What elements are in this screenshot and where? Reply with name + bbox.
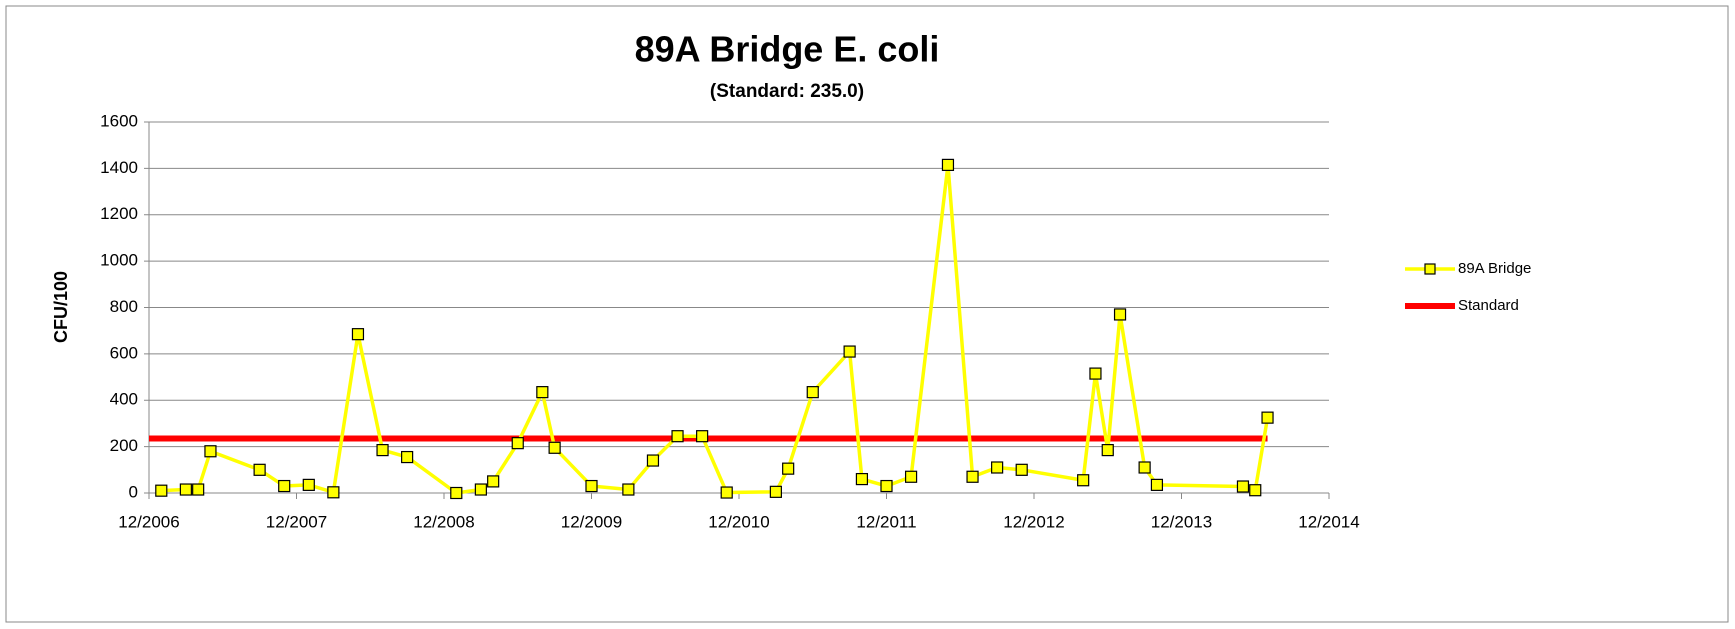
data-point — [671, 430, 684, 443]
data-point — [904, 470, 918, 483]
data-point — [991, 461, 1004, 474]
x-tick-label: 12/2014 — [1298, 512, 1359, 531]
data-point — [179, 483, 192, 496]
data-point — [376, 444, 389, 457]
chart-border — [5, 5, 1729, 623]
y-tick-label: 800 — [110, 297, 138, 316]
data-point — [1150, 478, 1164, 491]
x-tick-label: 12/2007 — [266, 512, 327, 531]
legend-text: 89A Bridge — [1458, 260, 1531, 277]
y-tick-label: 400 — [110, 390, 138, 409]
data-point — [1089, 367, 1102, 380]
data-point — [511, 437, 524, 450]
data-point — [474, 483, 487, 496]
data-point — [253, 463, 266, 476]
data-point — [450, 486, 463, 500]
data-point — [1113, 308, 1127, 321]
y-tick-label: 1600 — [100, 111, 138, 130]
data-point — [1015, 463, 1028, 476]
x-tick-label: 12/2013 — [1151, 512, 1212, 531]
data-point — [720, 486, 733, 499]
chart-subtitle: (Standard: 235.0) — [710, 81, 864, 102]
data-point — [1077, 474, 1090, 487]
data-point — [192, 483, 205, 496]
data-point — [487, 475, 500, 488]
legend-marker — [1424, 263, 1436, 275]
legend-text: Standard — [1458, 297, 1519, 314]
data-point — [401, 450, 414, 464]
data-point — [204, 445, 217, 458]
data-point — [646, 454, 660, 467]
data-point — [843, 345, 856, 358]
data-point — [1236, 480, 1250, 493]
x-tick-label: 12/2010 — [708, 512, 769, 531]
data-point — [1101, 444, 1114, 457]
data-point — [622, 483, 635, 496]
data-point — [696, 430, 709, 443]
data-point — [536, 386, 549, 399]
data-point — [155, 484, 168, 497]
data-point — [966, 470, 979, 483]
y-tick-label: 600 — [110, 343, 138, 362]
x-tick-label: 12/2012 — [1003, 512, 1064, 531]
x-tick-label: 12/2008 — [413, 512, 474, 531]
x-tick-label: 12/2006 — [118, 512, 179, 531]
y-tick-label: 200 — [110, 436, 138, 455]
y-tick-label: 1400 — [100, 158, 138, 177]
data-point — [1261, 411, 1274, 424]
data-point — [941, 158, 955, 171]
y-axis-label: CFU/100 — [51, 271, 71, 343]
data-point — [327, 486, 340, 499]
x-tick-label: 12/2009 — [561, 512, 622, 531]
data-point — [302, 478, 315, 491]
chart-title: 89A Bridge E. coli — [635, 29, 940, 70]
data-point — [806, 386, 819, 399]
y-tick-label: 1000 — [100, 251, 138, 270]
x-tick-label: 12/2011 — [856, 512, 916, 531]
data-point — [1138, 461, 1151, 474]
data-point — [585, 479, 598, 493]
data-point — [278, 479, 291, 493]
y-tick-label: 0 — [129, 482, 138, 501]
data-point — [769, 485, 782, 498]
data-point — [548, 441, 561, 454]
data-point — [351, 328, 365, 341]
data-point — [880, 479, 893, 493]
y-tick-label: 1200 — [100, 204, 138, 223]
data-point — [782, 462, 795, 475]
data-point — [855, 472, 869, 486]
data-point — [1249, 484, 1262, 497]
